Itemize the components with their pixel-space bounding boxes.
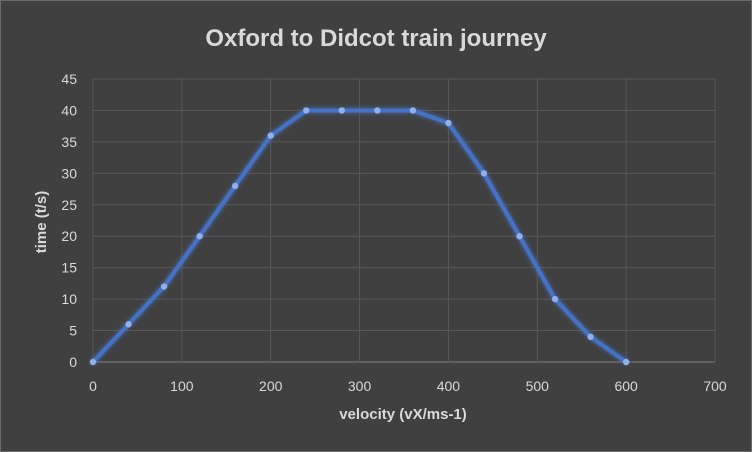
y-tick-label: 45 — [61, 71, 77, 87]
x-tick-label: 700 — [703, 378, 727, 394]
y-tick-label: 25 — [61, 197, 77, 213]
data-point — [445, 119, 452, 127]
x-tick-label: 0 — [89, 378, 97, 394]
data-point — [516, 233, 523, 240]
series-line — [91, 108, 629, 364]
x-tick-label: 400 — [437, 378, 461, 394]
y-tick-label: 0 — [69, 354, 77, 370]
x-tick-label: 500 — [526, 378, 550, 394]
y-tick-label: 30 — [61, 165, 77, 181]
data-point — [125, 321, 132, 328]
data-point — [338, 107, 345, 114]
data-point — [374, 107, 381, 114]
data-point — [587, 333, 594, 341]
y-tick-label: 10 — [61, 291, 77, 307]
data-point — [196, 233, 203, 240]
data-point — [303, 107, 310, 114]
tick-labels: 0 5 10 15 20 25 30 35 40 45 0 100 200 300 400 500 600 700 — [61, 71, 726, 394]
x-tick-label: 300 — [348, 378, 372, 394]
series-layer — [89, 107, 630, 366]
data-point — [480, 170, 488, 177]
x-axis-label: velocity (vX/ms-1) — [339, 406, 467, 423]
chart-title: Oxford to Didcot train journey — [205, 25, 547, 52]
y-tick-label: 20 — [61, 228, 77, 244]
y-tick-label: 15 — [61, 260, 77, 276]
data-point — [160, 283, 168, 290]
y-axis-label: time (t/s) — [33, 191, 50, 254]
data-point — [622, 358, 630, 366]
y-tick-label: 35 — [61, 134, 77, 150]
y-tick-label: 5 — [69, 323, 77, 339]
data-point — [89, 358, 97, 366]
x-tick-label: 200 — [259, 378, 283, 394]
gridlines — [92, 78, 716, 363]
data-point — [551, 295, 559, 303]
data-point — [267, 132, 274, 139]
data-point — [409, 107, 417, 114]
x-tick-label: 600 — [614, 378, 638, 394]
x-tick-label: 100 — [170, 378, 194, 394]
data-point — [231, 182, 239, 190]
y-tick-label: 40 — [61, 102, 77, 118]
